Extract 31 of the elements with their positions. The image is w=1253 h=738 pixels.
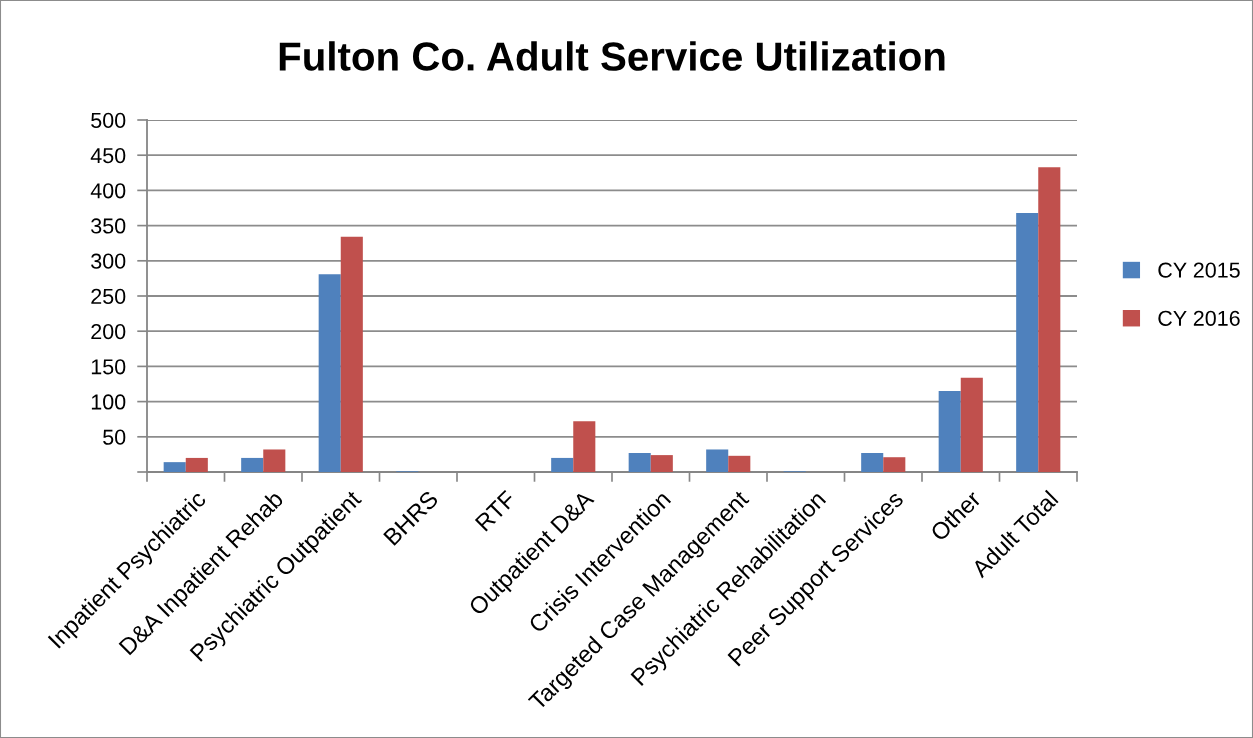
bar	[163, 462, 186, 472]
bar	[241, 457, 264, 472]
legend-label: CY 2016	[1158, 310, 1240, 326]
y-tick-label: 100	[91, 394, 126, 410]
y-tick-label: 350	[91, 218, 126, 234]
y-tick-label: 450	[90, 147, 126, 164]
bar	[706, 449, 729, 472]
bar	[650, 455, 673, 472]
bar	[728, 455, 751, 472]
bar	[551, 457, 574, 472]
bar	[960, 377, 983, 472]
bar	[883, 457, 906, 472]
bar	[1038, 167, 1061, 472]
y-tick-label: 400	[90, 183, 126, 199]
y-tick-label: 250	[91, 288, 126, 305]
bar	[861, 452, 884, 472]
bar	[185, 457, 208, 472]
bar	[628, 452, 651, 472]
bar	[573, 421, 596, 472]
bar	[263, 449, 286, 472]
y-tick-label: 50	[103, 429, 126, 445]
y-tick-label: 500	[91, 112, 126, 129]
chart-title: Fulton Co. Adult Service Utilization	[279, 41, 945, 71]
y-tick-label: 200	[91, 323, 126, 340]
y-tick-label: 300	[91, 253, 126, 269]
y-tick-label: 150	[91, 359, 126, 375]
bar	[318, 274, 341, 472]
bar	[1016, 212, 1039, 472]
bar	[340, 236, 363, 472]
legend-label: CY 2015	[1158, 262, 1240, 278]
bar	[938, 391, 961, 472]
